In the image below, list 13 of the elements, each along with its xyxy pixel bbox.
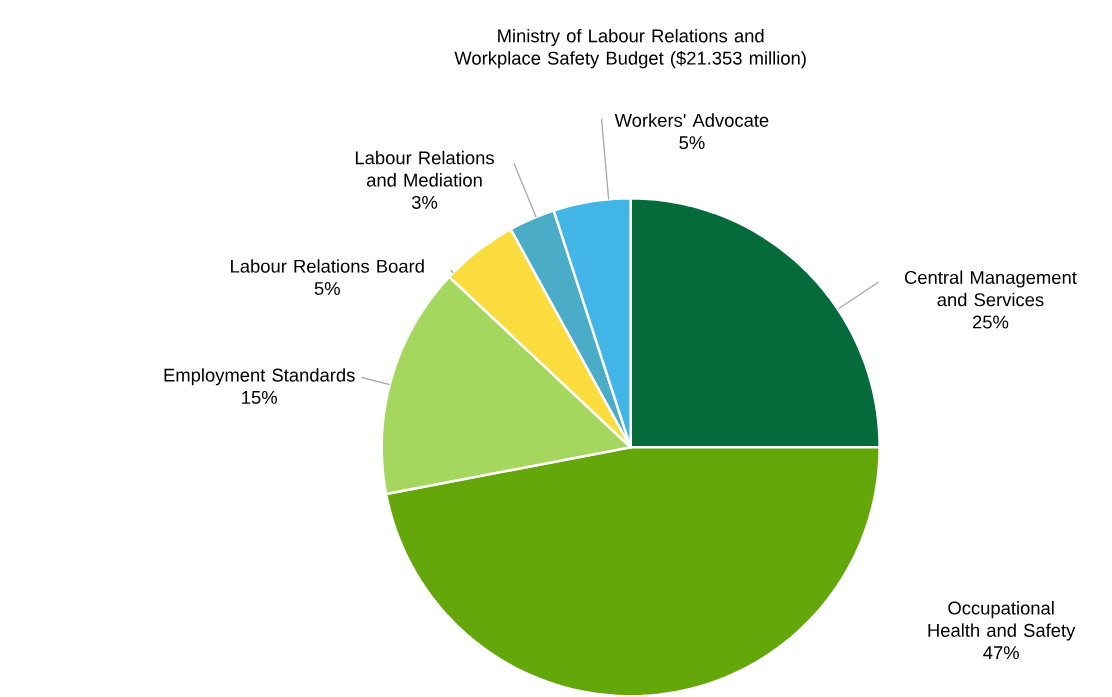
- data-label: 25%: [972, 315, 1009, 329]
- data-label: 5%: [314, 281, 340, 295]
- slice-label: Labour Relations and Mediation: [355, 150, 494, 187]
- data-label: 5%: [679, 136, 705, 150]
- data-label: 47%: [983, 646, 1019, 660]
- slice-label: Workers' Advocate: [614, 113, 769, 127]
- slice-label: Occupational Health and Safety: [928, 601, 1076, 641]
- slice-label: Employment Standards: [164, 368, 355, 386]
- data-label: 15%: [242, 390, 277, 404]
- chart-title: Ministry of Labour Relations and Workplace Safety Budget ($21.353 million): [454, 28, 806, 69]
- slice-label: Central Management and Services: [904, 270, 1077, 307]
- slice-label: Labour Relations Board: [231, 259, 424, 273]
- data-label: 3%: [411, 195, 438, 209]
